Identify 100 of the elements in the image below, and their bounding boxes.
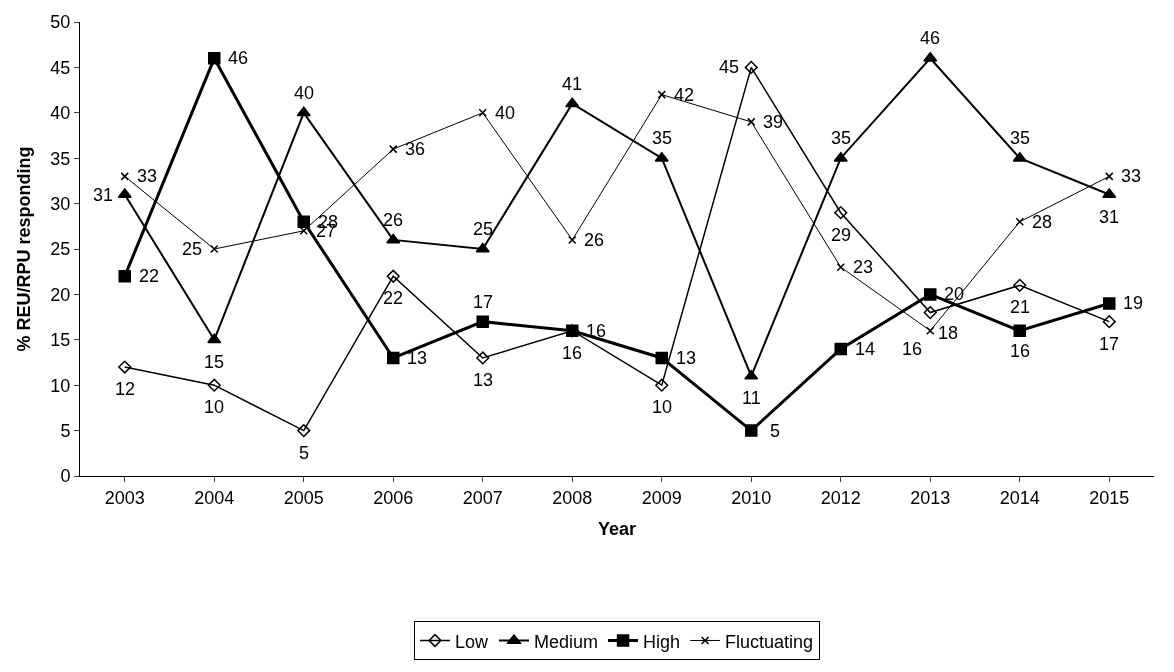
point: [387, 351, 400, 365]
point: [568, 235, 577, 245]
point: [654, 151, 669, 162]
data-label: 13: [473, 370, 494, 390]
data-label: 31: [1099, 207, 1120, 227]
x-tick-label: 2012: [820, 487, 861, 508]
point: [655, 378, 669, 392]
data-label: 35: [831, 128, 852, 148]
data-label: 17: [1099, 334, 1120, 354]
point: [924, 288, 937, 301]
data-label: 26: [383, 210, 404, 230]
point: [118, 269, 131, 283]
point: [120, 172, 129, 181]
data-label: 12: [115, 379, 136, 399]
data-label: 36: [405, 139, 426, 159]
point: [389, 144, 398, 154]
point: [744, 60, 758, 74]
x-axis-title: Year: [597, 518, 637, 539]
x-tick-label: 2007: [462, 487, 503, 508]
data-label: 40: [495, 103, 516, 123]
legend-label: Fluctuating: [725, 631, 814, 652]
data-label: 33: [137, 166, 158, 186]
point: [478, 108, 487, 118]
data-label: 15: [204, 352, 225, 372]
x-tick-label: 2010: [731, 487, 772, 508]
point: [1013, 278, 1027, 292]
data-label: 23: [853, 257, 874, 277]
data-label: 33: [1121, 166, 1142, 186]
data-label: 13: [407, 348, 428, 368]
y-tick-label: 20: [50, 284, 71, 305]
y-tick-label: 10: [50, 375, 71, 396]
data-label: 21: [1010, 297, 1031, 317]
point: [297, 424, 311, 438]
data-label: 16: [902, 339, 923, 359]
point: [117, 188, 132, 199]
point: [118, 360, 132, 374]
point: [657, 90, 666, 99]
data-label: 25: [182, 239, 203, 259]
y-tick-label: 45: [50, 57, 71, 78]
data-label: 22: [139, 266, 160, 286]
y-axis-title: % REU/RPU responding: [13, 146, 34, 352]
y-tick-label: 5: [60, 420, 71, 441]
data-label: 26: [584, 230, 605, 250]
point: [923, 305, 937, 320]
data-label: 22: [383, 288, 404, 308]
point: [833, 151, 848, 162]
point: [836, 262, 845, 272]
point: [208, 52, 221, 65]
data-label: 46: [228, 48, 249, 68]
point: [386, 233, 401, 244]
point: [475, 242, 490, 253]
data-label: 10: [204, 397, 225, 417]
point: [745, 424, 758, 437]
data-label: 16: [1010, 341, 1031, 361]
data-label: 46: [920, 28, 941, 48]
point: [476, 315, 489, 328]
legend-label: Low: [455, 631, 490, 652]
data-label: 42: [674, 85, 695, 105]
data-label: 13: [676, 348, 697, 368]
data-label: 39: [763, 112, 784, 132]
x-tick-label: 2004: [194, 487, 235, 508]
data-label: 35: [652, 128, 673, 148]
data-label: 17: [473, 292, 494, 312]
point: [1015, 217, 1024, 227]
x-tick-label: 2015: [1089, 487, 1130, 508]
y-tick-label: 25: [50, 239, 71, 260]
data-label: 41: [562, 74, 583, 94]
point: [834, 342, 847, 356]
data-label: 28: [1032, 212, 1053, 232]
point: [210, 244, 219, 254]
data-label: 18: [938, 323, 959, 343]
legend-label: Medium: [534, 631, 599, 652]
point: [297, 215, 310, 229]
y-tick-label: 30: [50, 193, 71, 214]
point: [296, 106, 311, 117]
data-label: 16: [562, 343, 583, 363]
point: [744, 369, 759, 380]
x-tick-label: 2003: [104, 487, 145, 508]
point: [207, 378, 221, 392]
point: [655, 351, 668, 365]
point: [834, 206, 848, 220]
y-tick-label: 35: [50, 148, 71, 169]
data-label: 11: [742, 388, 761, 408]
legend-label: High: [643, 631, 681, 652]
data-label: 45: [719, 57, 740, 77]
data-label: 10: [652, 397, 673, 417]
y-tick-label: 50: [50, 12, 71, 33]
point: [476, 351, 490, 365]
data-label: 25: [473, 219, 494, 239]
data-label: 31: [93, 185, 114, 205]
data-label: 40: [294, 83, 315, 103]
point: [386, 269, 400, 283]
point: [1012, 151, 1027, 162]
point: [207, 333, 222, 344]
data-label: 5: [770, 421, 781, 441]
x-tick-label: 2014: [999, 487, 1040, 508]
point: [926, 326, 935, 335]
y-tick-label: 0: [60, 466, 71, 487]
x-tick-label: 2008: [552, 487, 593, 508]
point: [565, 97, 580, 108]
